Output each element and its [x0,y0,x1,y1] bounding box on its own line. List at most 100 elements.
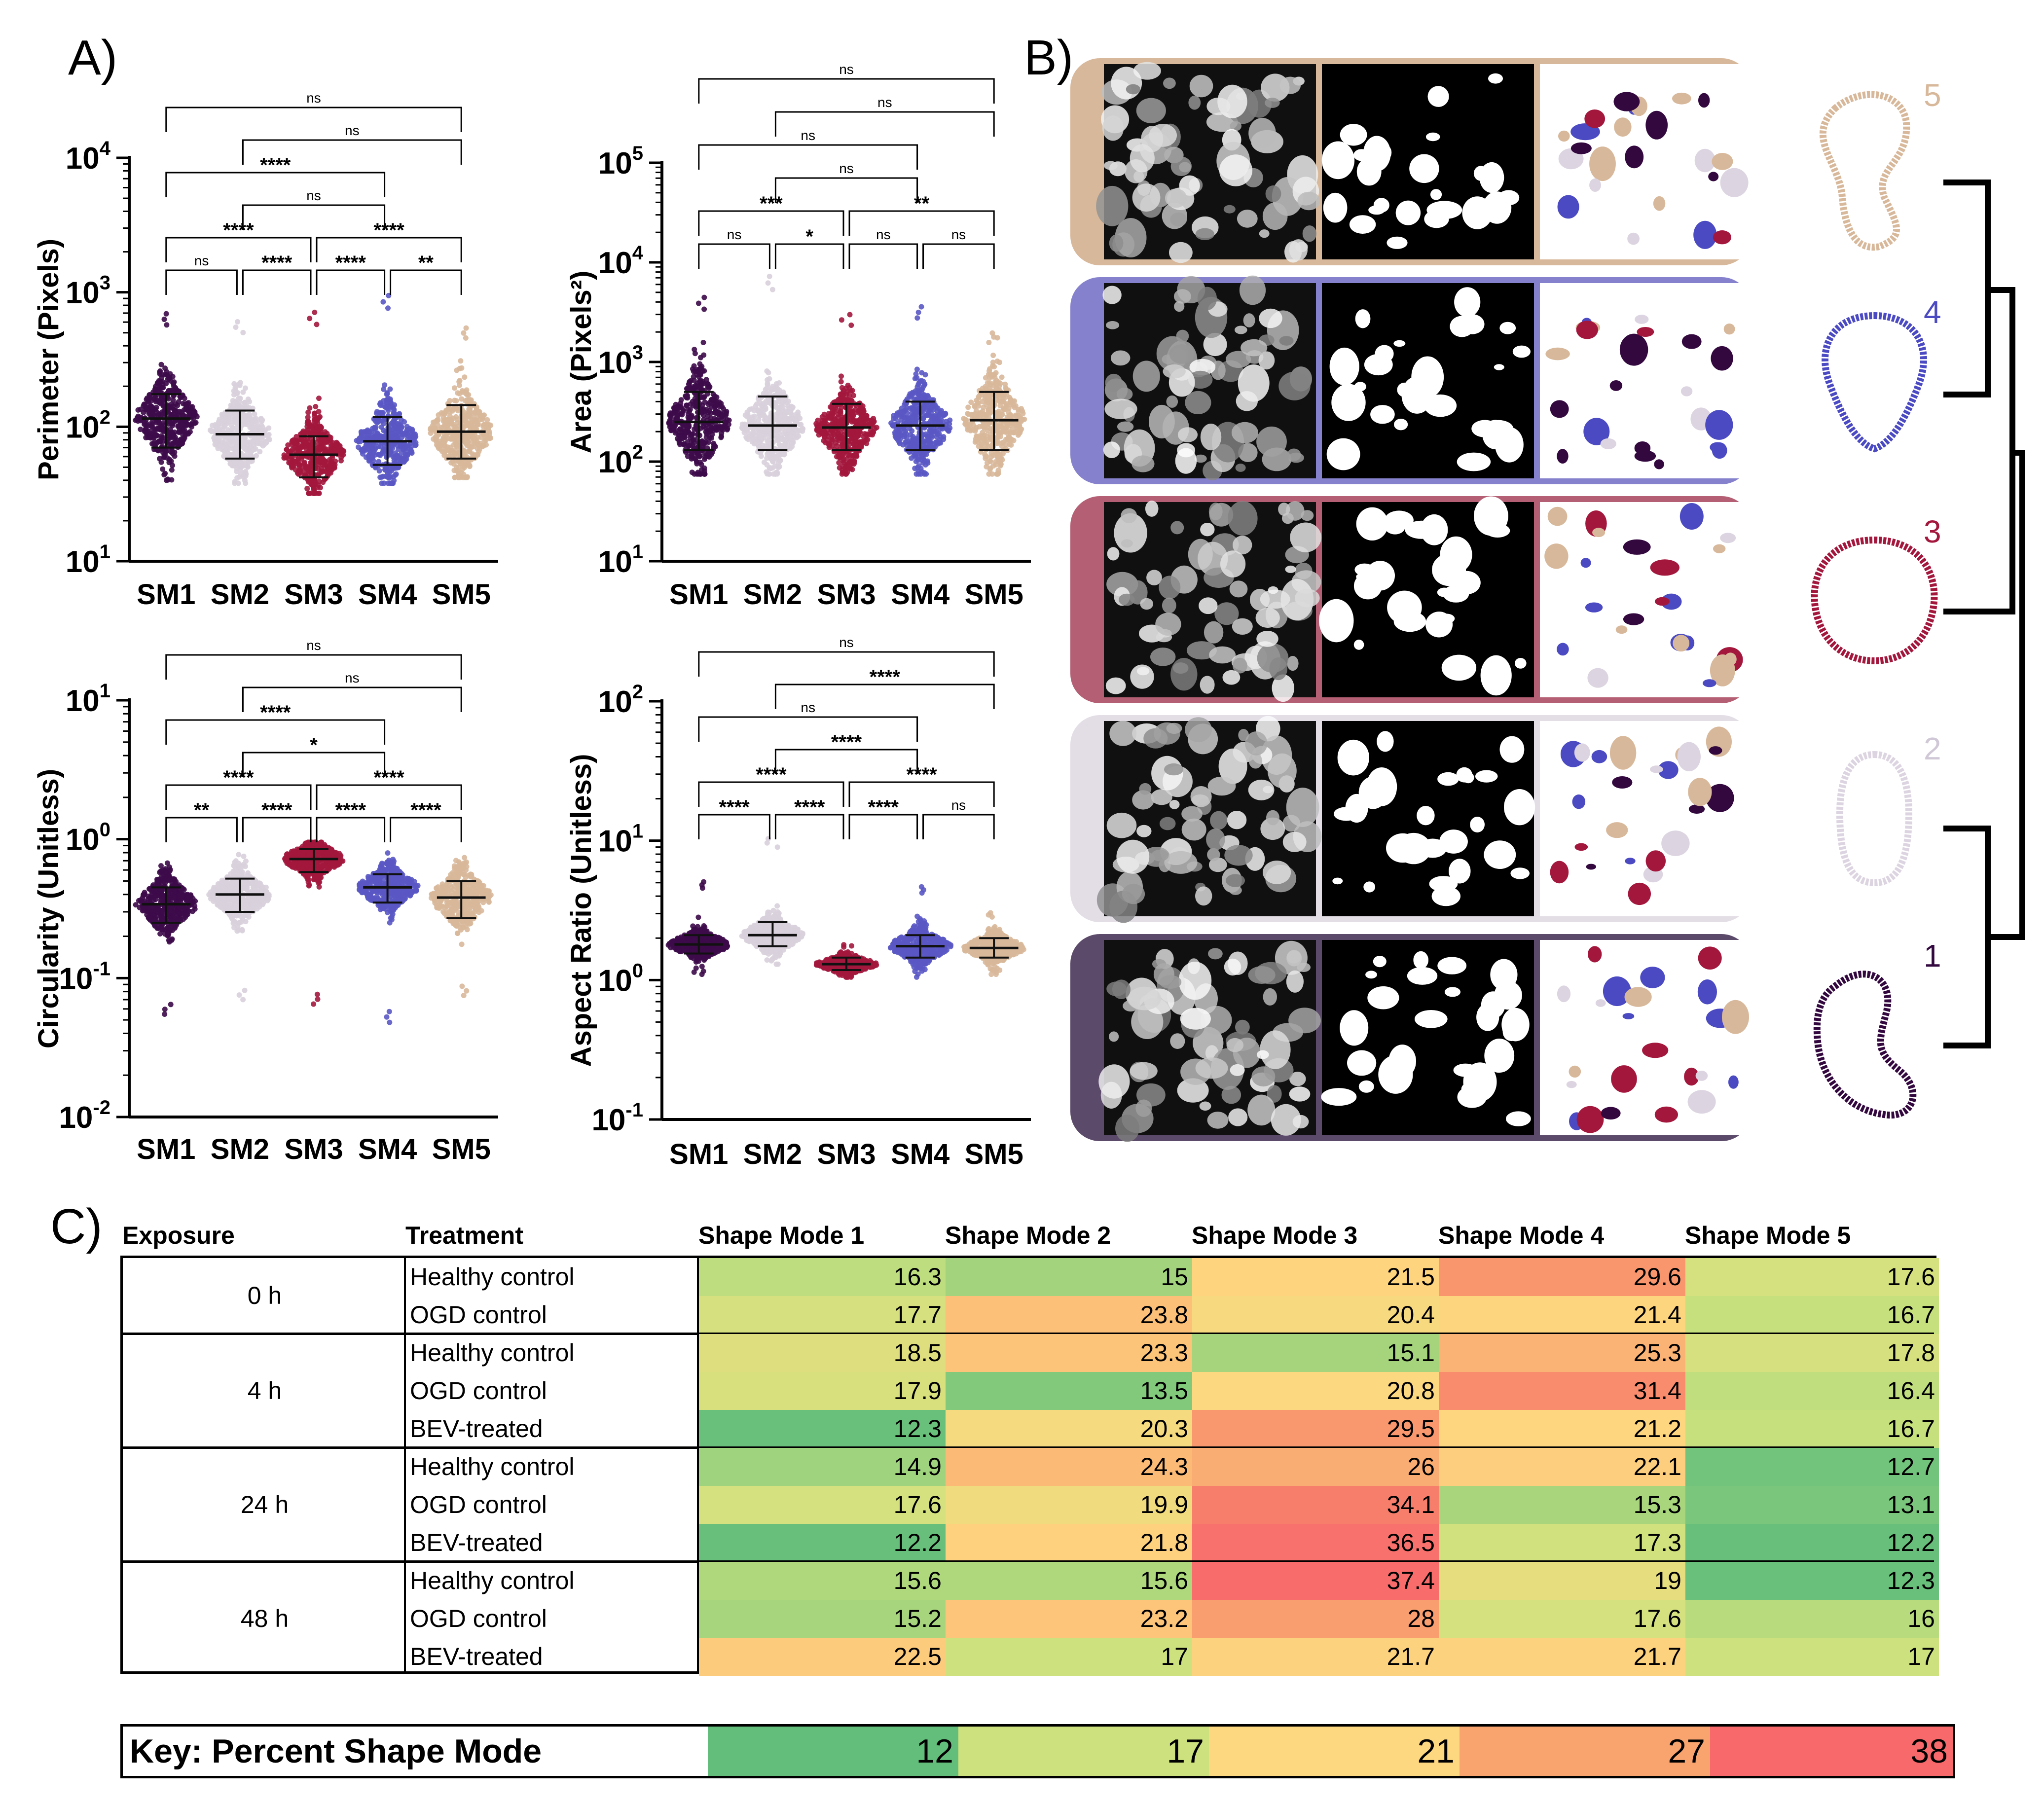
shape-mode-value-cell: 17.7 [699,1296,946,1334]
key-swatch: 27 [1460,1727,1710,1776]
key-swatch: 17 [958,1727,1209,1776]
shape-mode-value-cell: 22.1 [1439,1448,1685,1486]
table-row: BEV-treated 12.2 21.8 36.5 17.3 12.2 [123,1524,1939,1562]
significance-label: ns [801,700,815,715]
dot-cloud [133,860,198,1017]
shape-mode-outline [1811,536,1938,665]
table-row: OGD control 17.7 23.8 20.4 21.4 16.7 [123,1296,1939,1334]
treatment-cell: Healthy control [410,1263,575,1291]
significance-label: * [805,226,813,248]
y-tick-label: 101 [598,541,643,579]
significance-label: **** [410,799,441,821]
y-axis-label: Aspect Ratio (Unitless) [565,754,597,1067]
column-divider [404,1258,406,1671]
exposure-cell: 0 h [247,1282,282,1309]
significance-label: ** [914,193,930,215]
significance-label: ns [839,635,854,650]
x-tick-label: SM2 [743,1138,802,1170]
x-tick-label: SM4 [358,1133,417,1165]
y-tick-label: 102 [66,406,110,444]
significance-label: **** [261,799,292,821]
table-row: Healthy control 15.6 15.6 37.4 19 12.3 [123,1562,1939,1600]
shape-mode-value-cell: 18.5 [699,1334,946,1372]
table-header: Treatment [405,1222,523,1249]
significance-label: ns [877,95,892,110]
table-header: Shape Mode 1 [698,1222,865,1249]
shape-mode-row [1070,715,1752,923]
significance-bracket [774,243,844,269]
dot-cloud [665,879,730,977]
dot-cloud [739,836,805,967]
significance-label: *** [760,193,783,215]
x-tick-label: SM4 [358,578,417,611]
table-header: Exposure [122,1222,235,1249]
shape-mode-value-cell: 21.8 [946,1524,1192,1562]
significance-label: **** [870,666,901,688]
significance-bracket [165,107,462,132]
panel-c-label: C) [50,1199,103,1254]
shape-mode-outline [1813,971,1917,1119]
shape-mode-value-cell: 16 [1685,1600,1939,1638]
significance-bracket [242,269,312,295]
shape-mode-number: 1 [1924,938,1941,974]
shape-mode-value-cell: 17 [1685,1638,1939,1676]
shape-mode-value-cell: 23.3 [946,1334,1192,1372]
y-tick-label: 103 [598,342,643,380]
table-row: Healthy control 16.3 15 21.5 29.6 17.6 [123,1258,1939,1296]
significance-bracket [242,686,462,712]
treatment-cell: Healthy control [410,1339,575,1367]
x-tick-label: SM5 [965,578,1023,611]
table-row: BEV-treated 22.5 17 21.7 21.7 17 [123,1638,1939,1676]
significance-label: ns [951,227,966,242]
shape-mode-value-cell: 16.7 [1685,1296,1939,1334]
y-tick-label: 101 [66,541,110,579]
shape-mode-value-cell: 15.3 [1439,1486,1685,1524]
dendrogram [1943,180,2025,1048]
significance-bracket [698,781,844,807]
x-tick-label: SM1 [669,1138,728,1170]
exposure-cell: 24 h [240,1490,289,1518]
y-tick-label: 100 [598,960,643,998]
shape-mode-value-cell: 12.2 [1685,1524,1939,1562]
table-row: Healthy control 18.5 23.3 15.1 25.3 17.8 [123,1334,1939,1372]
shape-mode-value-cell: 17.6 [1439,1600,1685,1638]
shape-mode-value-cell: 29.5 [1192,1410,1439,1448]
shape-mode-value-cell: 29.6 [1439,1258,1685,1296]
shape-mode-value-cell: 20.3 [946,1410,1192,1448]
x-tick-label: SM3 [817,1138,876,1170]
x-tick-label: SM5 [965,1138,1023,1170]
shape-mode-value-cell: 17 [946,1638,1192,1676]
significance-label: **** [335,252,366,274]
shape-mode-value-cell: 24.3 [946,1448,1192,1486]
key-swatch: 38 [1710,1727,1953,1776]
shape-mode-value-cell: 20.8 [1192,1372,1439,1410]
significance-label: **** [335,799,366,821]
shape-mode-value-cell: 15.6 [946,1562,1192,1600]
significance-bracket [774,814,844,839]
y-tick-label: 104 [66,138,111,176]
significance-label: **** [223,767,254,789]
x-tick-label: SM3 [817,578,876,611]
significance-bracket [165,817,238,842]
y-tick-label: 101 [66,680,110,718]
shape-mode-value-cell: 23.8 [946,1296,1192,1334]
shape-mode-value-cell: 17.9 [699,1372,946,1410]
x-tick-label: SM4 [891,578,949,611]
treatment-cell: OGD control [410,1301,547,1329]
x-tick-label: SM2 [743,578,802,611]
shape-mode-row [1070,58,1752,265]
y-tick-label: 10-2 [59,1097,110,1135]
shape-mode-value-cell: 12.7 [1685,1448,1939,1486]
y-tick-label: 100 [66,819,110,857]
table-header: Shape Mode 4 [1438,1222,1605,1249]
dot-cloud [207,319,272,486]
shape-mode-value-cell: 36.5 [1192,1524,1439,1562]
shape-mode-value-cell: 23.2 [946,1600,1192,1638]
shape-mode-value-cell: 17.3 [1439,1524,1685,1562]
significance-label: **** [831,731,862,753]
significance-label: **** [373,219,404,241]
significance-bracket [698,78,995,104]
panel-a-label: A) [68,30,117,85]
shape-mode-table: Healthy control 16.3 15 21.5 29.6 17.6 OGD con… [120,1256,1939,1676]
significance-bracket [165,172,386,197]
